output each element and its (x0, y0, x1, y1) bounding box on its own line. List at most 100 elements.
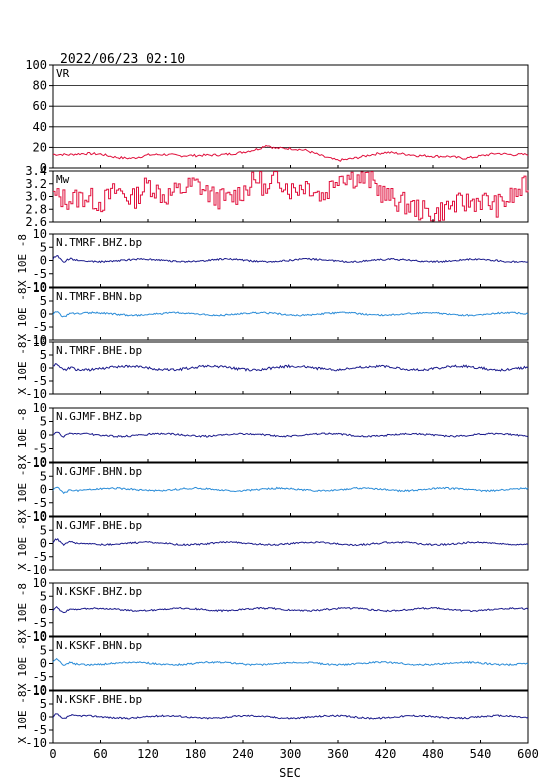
y-axis-label: X 10E -8 (16, 288, 29, 341)
y-tick-label: 5 (40, 240, 47, 254)
x-axis: 0 60 120 180 240 300 360 420 480 540 600 (49, 747, 538, 761)
y-tick-label: 10 (33, 576, 47, 590)
y-tick-label: -5 (33, 496, 47, 510)
x-tick-label: 600 (517, 747, 539, 761)
x-tick-label: 60 (93, 747, 107, 761)
y-tick-label: -5 (33, 670, 47, 684)
y-tick-label: -5 (33, 267, 47, 281)
y-tick-label: 10 (33, 401, 47, 415)
y-tick-label: 0 (40, 161, 47, 175)
y-tick-label: 10 (33, 510, 47, 524)
y-tick-label: 0 (40, 483, 47, 497)
series-line (53, 171, 529, 222)
y-tick-label: 5 (40, 415, 47, 429)
x-tick-label: 0 (49, 747, 56, 761)
panel-frame (52, 64, 529, 169)
x-tick-label: 120 (137, 747, 159, 761)
y-tick-label: -5 (33, 550, 47, 564)
y-axis-label: X 10E -8 (16, 691, 29, 744)
y-tick-label: 80 (33, 79, 47, 93)
y-tick-label: -5 (33, 442, 47, 456)
y-tick-label: 2.8 (25, 202, 47, 216)
y-tick-label: 40 (33, 120, 47, 134)
panel-label: N.GJMF.BHZ.bp (56, 410, 142, 423)
series-line (52, 255, 529, 264)
y-tick-label: -10 (25, 683, 47, 697)
y-tick-label: 0 (40, 428, 47, 442)
y-tick-label: 5 (40, 348, 47, 362)
y-tick-label: 20 (33, 140, 47, 154)
x-tick-label: 480 (422, 747, 444, 761)
panel-label: N.KSKF.BHE.bp (56, 693, 142, 706)
y-tick-label: -10 (25, 333, 47, 347)
x-tick-label: 240 (232, 747, 254, 761)
series-line (52, 486, 529, 495)
x-tick-label: 300 (280, 747, 302, 761)
y-tick-label: 10 (33, 684, 47, 698)
x-tick-label: 180 (185, 747, 207, 761)
panel-label: N.TMRF.BHE.bp (56, 344, 142, 357)
panel-label: N.KSKF.BHZ.bp (56, 585, 142, 598)
y-tick-label: 10 (33, 335, 47, 349)
y-axis-label: X 10E -8 (16, 517, 29, 570)
y-tick-label: 5 (40, 589, 47, 603)
series-line (52, 431, 529, 438)
y-axis-label: X 10E -8 (16, 463, 29, 516)
panel-vr: 0 20 40 60 80 100 VR (25, 58, 529, 175)
panel-label: N.TMRF.BHZ.bp (56, 236, 142, 249)
series-line (52, 363, 529, 372)
y-tick-label: -10 (25, 280, 47, 294)
y-tick-label: 10 (33, 281, 47, 295)
y-axis-label: X 10E -8 (16, 342, 29, 395)
series-line (52, 537, 529, 547)
y-tick-label: 3.0 (25, 190, 47, 204)
y-tick-label: -10 (25, 629, 47, 643)
y-tick-label: 3.2 (25, 177, 47, 191)
y-tick-label: -5 (33, 723, 47, 737)
y-tick-label: 2.6 (25, 215, 47, 229)
panel-label: N.KSKF.BHN.bp (56, 639, 142, 652)
series-line (52, 144, 529, 162)
panel-label: Mw (56, 173, 70, 186)
panel-group: 020406080100VR2.62.83.03.23.4Mw-10-50510… (16, 58, 529, 750)
y-tick-label: 5 (40, 697, 47, 711)
y-tick-label: 5 (40, 294, 47, 308)
series-line (52, 713, 529, 720)
y-tick-label: 0 (40, 361, 47, 375)
panel-label: VR (56, 67, 70, 80)
y-tick-label: -10 (25, 387, 47, 401)
series-line (52, 605, 529, 614)
y-tick-label: 0 (40, 307, 47, 321)
panel-mw: 2.62.83.03.23.4 Mw (25, 164, 529, 229)
y-axis-label: X 10E -8 (16, 583, 29, 636)
y-axis-label: X 10E -8 (16, 409, 29, 462)
y-tick-label: 5 (40, 523, 47, 537)
y-axis-label: X 10E -8 (16, 234, 29, 287)
y-tick-label: 10 (33, 456, 47, 470)
y-tick-label: 10 (33, 630, 47, 644)
y-tick-label: 0 (40, 710, 47, 724)
y-tick-label: 100 (25, 58, 47, 72)
panel-label: N.TMRF.BHN.bp (56, 290, 142, 303)
y-tick-label: -5 (33, 374, 47, 388)
y-tick-label: 10 (33, 227, 47, 241)
datetime-label: 2022/06/23 02:10 (60, 52, 185, 67)
y-tick-label: 0 (40, 254, 47, 268)
y-tick-label: -10 (25, 455, 47, 469)
series-line (52, 657, 529, 667)
y-tick-label: -5 (33, 320, 47, 334)
y-axis-label: X 10E -8 (16, 637, 29, 690)
y-tick-label: 5 (40, 469, 47, 483)
x-tick-label: 360 (327, 747, 349, 761)
y-tick-label: 0 (40, 603, 47, 617)
panel-label: N.GJMF.BHN.bp (56, 465, 142, 478)
